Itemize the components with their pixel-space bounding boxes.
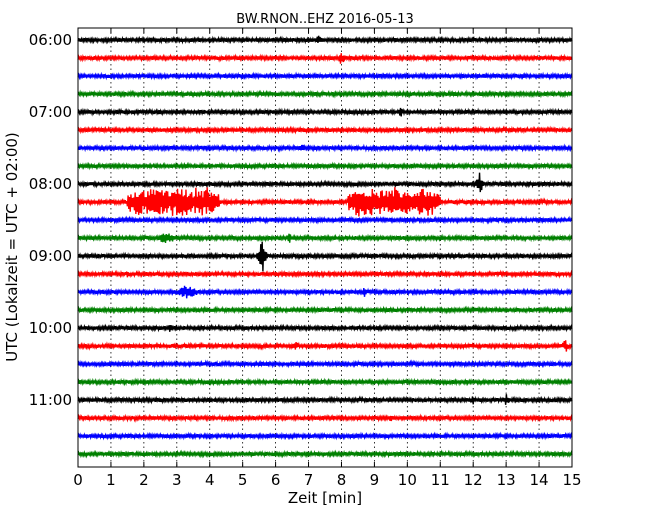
x-axis-label: Zeit [min] — [288, 489, 362, 507]
y-tick-label: 08:00 — [29, 175, 72, 193]
trace-line — [77, 172, 573, 193]
trace-line — [77, 187, 573, 217]
x-tick-label: 12 — [464, 471, 483, 489]
trace-line — [77, 241, 573, 272]
trace-line — [77, 323, 573, 333]
x-tick-label: 7 — [304, 471, 314, 489]
y-axis: 06:00 07:00 08:00 09:00 10:00 11:00 — [29, 31, 572, 409]
trace-line — [77, 394, 573, 405]
trace-line — [77, 233, 573, 243]
trace-line — [77, 305, 573, 315]
seismic-traces — [77, 35, 573, 459]
x-axis: 0 1 2 3 4 5 6 7 8 9 10 11 12 13 14 15 — [73, 28, 582, 489]
trace-line — [77, 340, 573, 352]
trace-line — [77, 377, 573, 387]
trace-line — [77, 107, 573, 117]
trace-line — [77, 71, 573, 81]
x-tick-label: 2 — [139, 471, 149, 489]
x-tick-label: 0 — [73, 471, 83, 489]
plot-frame — [77, 27, 573, 468]
y-tick-label: 10:00 — [29, 319, 72, 337]
x-tick-label: 3 — [172, 471, 182, 489]
y-axis-label: UTC (Lokalzeit = UTC + 02:00) — [3, 132, 21, 362]
x-tick-label: 1 — [106, 471, 116, 489]
trace-line — [77, 53, 573, 64]
trace-line — [77, 431, 573, 441]
grid-lines — [110, 28, 540, 467]
trace-line — [77, 161, 573, 171]
y-tick-label: 11:00 — [29, 391, 72, 409]
trace-line — [77, 285, 573, 299]
x-tick-label: 9 — [370, 471, 380, 489]
trace-line — [77, 413, 573, 423]
x-tick-label: 10 — [398, 471, 417, 489]
trace-line — [77, 89, 573, 99]
trace-line — [77, 215, 573, 225]
y-tick-label: 07:00 — [29, 103, 72, 121]
x-tick-label: 6 — [271, 471, 281, 489]
y-tick-label: 09:00 — [29, 247, 72, 265]
y-tick-label: 06:00 — [29, 31, 72, 49]
x-tick-label: 14 — [530, 471, 549, 489]
trace-line — [77, 449, 573, 459]
x-tick-label: 13 — [497, 471, 516, 489]
trace-line — [77, 143, 573, 153]
trace-line — [77, 125, 573, 135]
trace-line — [77, 35, 573, 45]
x-tick-label: 11 — [431, 471, 450, 489]
chart-title: BW.RNON..EHZ 2016-05-13 — [236, 12, 414, 27]
x-tick-label: 4 — [205, 471, 215, 489]
trace-line — [77, 269, 573, 279]
trace-line — [77, 359, 573, 369]
x-tick-label: 5 — [238, 471, 248, 489]
x-tick-label: 8 — [337, 471, 347, 489]
x-tick-label: 15 — [562, 471, 581, 489]
